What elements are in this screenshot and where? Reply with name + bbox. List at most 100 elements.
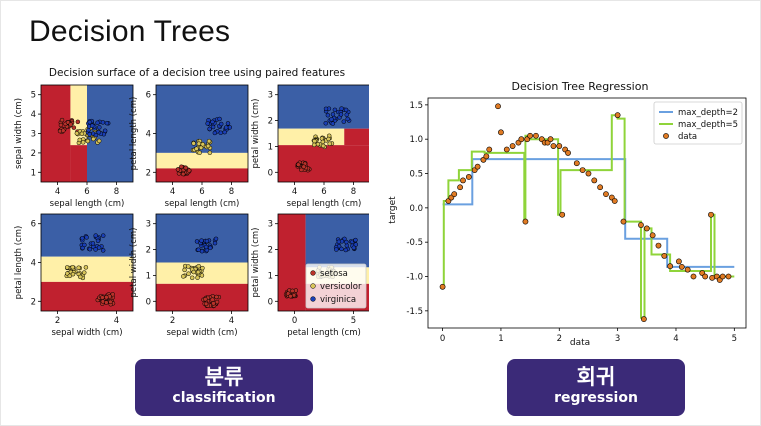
x-tick-label: 8	[229, 187, 234, 197]
y-tick-label: 4	[146, 130, 151, 140]
data-point	[603, 191, 609, 198]
iris-point	[217, 116, 222, 122]
data-point	[547, 136, 554, 143]
iris-point	[100, 248, 106, 253]
iris-point	[80, 140, 86, 145]
iris-point	[104, 300, 109, 305]
legend-label-versicolor: versicolor	[320, 282, 362, 292]
iris-point	[213, 236, 219, 242]
iris-point	[85, 138, 91, 144]
x-tick-label: 4	[229, 316, 234, 326]
iris-point	[84, 235, 89, 240]
iris-point	[339, 106, 344, 111]
classification-button-label-en: classification	[172, 390, 276, 406]
iris-point	[186, 168, 192, 173]
iris-point	[93, 132, 99, 138]
iris-point	[87, 119, 92, 125]
decision-region	[156, 283, 248, 311]
y-tick-label: 5	[31, 91, 36, 101]
x-tick-label: 2	[557, 334, 562, 344]
decision-region	[70, 145, 87, 182]
data-point	[655, 242, 662, 249]
iris-point	[95, 238, 101, 244]
iris-point	[196, 141, 202, 146]
regression-figure: Decision Tree Regression data target 0 1 2…	[383, 73, 753, 353]
panel-y-label: petal width (cm)	[251, 99, 261, 169]
iris-point	[199, 273, 205, 278]
iris-point	[210, 119, 215, 125]
decision-region	[278, 85, 369, 129]
data-point	[460, 177, 466, 184]
iris-point	[203, 301, 209, 307]
iris-point	[78, 274, 83, 280]
iris-point	[330, 112, 336, 117]
iris-point	[290, 288, 295, 294]
iris-point	[93, 247, 98, 252]
iris-point	[353, 237, 358, 243]
y-tick-label: 1	[146, 271, 151, 281]
iris-point	[345, 116, 350, 122]
iris-point	[212, 130, 218, 136]
iris-point	[296, 162, 301, 167]
slide-title: Decision Trees	[29, 15, 231, 48]
iris-point	[288, 293, 293, 299]
classification-figure-svg: Decision surface of a decision tree usin…	[14, 67, 369, 338]
regression-figure-svg: Decision Tree Regression data target 0 1 2…	[388, 80, 747, 348]
data-point	[457, 184, 463, 191]
panel-x-label: petal length (cm)	[287, 328, 361, 338]
regression-button[interactable]: 회귀 regression	[507, 359, 685, 416]
iris-point	[205, 121, 210, 126]
iris-point	[210, 124, 216, 130]
iris-point	[75, 119, 81, 125]
panel-y-label: petal length (cm)	[14, 226, 24, 300]
x-tick-label: 4	[170, 187, 175, 197]
legend-marker-virginica	[310, 296, 316, 302]
iris-point	[196, 247, 201, 253]
iris-point	[334, 247, 339, 252]
data-point	[518, 136, 525, 143]
iris-point	[323, 121, 328, 126]
classification-button-label-ko: 분류	[204, 365, 244, 389]
iris-point	[336, 239, 342, 245]
iris-point	[203, 297, 208, 302]
y-tick-label: 1.5	[409, 101, 423, 111]
decision-panel-4: 2 4 2 4 6 sepal width (cm) petal length (cm)	[14, 213, 134, 338]
panel-x-label: sepal width (cm)	[51, 328, 122, 338]
iris-point	[207, 150, 213, 155]
iris-point	[351, 245, 357, 250]
x-tick-label: 3	[615, 334, 620, 344]
iris-point	[100, 233, 106, 238]
iris-point	[102, 128, 108, 134]
y-tick-label: -0.5	[406, 238, 423, 248]
series-line-max_depth=5	[442, 114, 735, 319]
iris-point	[110, 292, 115, 297]
iris-point	[326, 136, 331, 142]
iris-point	[183, 165, 188, 171]
y-tick-label: -1.0	[406, 273, 423, 283]
data-point	[638, 222, 644, 228]
y-tick-label: 6	[31, 220, 36, 230]
data-point	[533, 132, 539, 139]
iris-point	[83, 265, 89, 270]
iris-point	[58, 122, 64, 128]
iris-point	[197, 150, 202, 155]
iris-point	[222, 129, 227, 135]
x-tick-label: 4	[673, 334, 678, 344]
x-tick-label: 5	[351, 316, 356, 326]
y-tick-label: 1	[31, 168, 36, 178]
iris-point	[211, 301, 216, 306]
iris-point	[70, 264, 75, 270]
iris-point	[299, 167, 304, 173]
y-tick-label: 3	[31, 130, 36, 140]
y-tick-label: 2	[31, 149, 36, 159]
iris-point	[301, 164, 306, 169]
iris-point	[179, 164, 184, 169]
y-tick-label: 3	[268, 220, 273, 230]
classification-figure: Decision surface of a decision tree usin…	[9, 63, 369, 353]
iris-point	[95, 120, 100, 125]
panel-x-label: sepal length (cm)	[50, 199, 125, 209]
iris-point	[91, 136, 96, 142]
iris-point	[90, 241, 96, 246]
classification-button[interactable]: 분류 classification	[135, 359, 313, 416]
data-point	[690, 273, 697, 280]
